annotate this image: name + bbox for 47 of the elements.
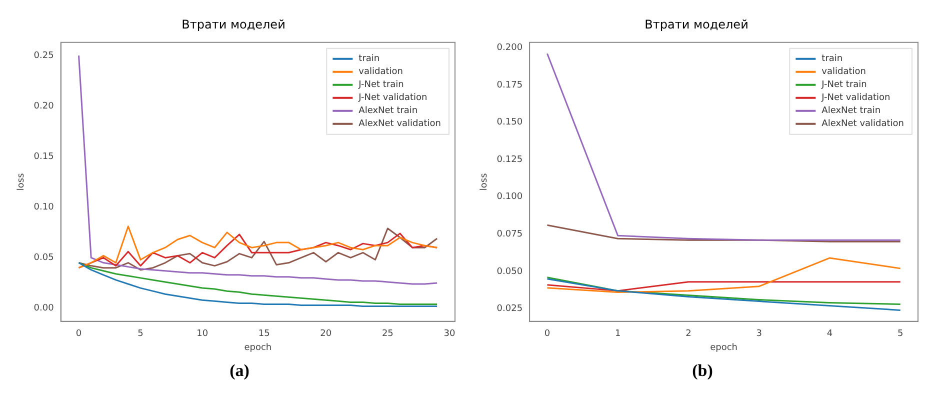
chart-title: Втрати моделей	[644, 17, 748, 32]
chart-title: Втрати моделей	[182, 17, 286, 32]
y-axis-title: loss	[16, 172, 27, 191]
legend-label: AlexNet validation	[358, 119, 442, 130]
legend-label: J-Net validation	[820, 93, 890, 104]
y-tick-label: 0.200	[496, 42, 523, 53]
x-tick-label: 25	[382, 329, 394, 340]
legend-label: J-Net train	[820, 80, 867, 90]
x-tick-label: 1	[614, 329, 621, 340]
x-tick-label: 3	[756, 329, 762, 340]
x-tick-label: 20	[320, 329, 332, 340]
x-axis-title: epoch	[244, 342, 272, 353]
y-tick-label: 0.025	[496, 304, 523, 314]
legend-label: AlexNet train	[358, 106, 418, 116]
x-axis-title: epoch	[710, 342, 738, 353]
legend-label: AlexNet train	[822, 106, 881, 116]
y-tick-label: 0.075	[496, 229, 523, 240]
legend-label: AlexNet validation	[822, 119, 904, 130]
y-tick-label: 0.050	[496, 266, 523, 277]
legend-label: J-Net validation	[358, 93, 428, 104]
legend-label: validation	[822, 67, 866, 78]
x-tick-label: 2	[686, 329, 692, 340]
y-tick-label: 0.00	[34, 304, 54, 314]
legend-label: train	[822, 54, 843, 64]
y-tick-label: 0.175	[496, 80, 523, 90]
y-tick-label: 0.125	[496, 154, 523, 165]
text: (a)	[230, 361, 250, 381]
text: (b)	[692, 361, 713, 381]
x-tick-label: 5	[138, 329, 144, 340]
x-tick-label: 5	[897, 329, 904, 340]
legend-label: train	[358, 54, 380, 64]
x-tick-label: 0	[76, 329, 82, 340]
x-tick-label: 0	[544, 329, 550, 340]
y-tick-label: 0.20	[34, 101, 54, 112]
x-tick-label: 30	[444, 329, 456, 340]
y-axis-title: loss	[480, 172, 490, 191]
x-tick-label: 15	[258, 329, 270, 340]
y-tick-label: 0.15	[34, 152, 54, 162]
y-tick-label: 0.25	[34, 50, 54, 61]
y-tick-label: 0.05	[34, 253, 54, 264]
y-tick-label: 0.150	[496, 118, 523, 128]
legend-label: validation	[358, 67, 403, 78]
legend-label: J-Net train	[358, 80, 404, 90]
y-tick-label: 0.10	[34, 202, 54, 213]
x-tick-label: 4	[826, 329, 833, 340]
y-tick-label: 0.100	[496, 192, 523, 202]
x-tick-label: 10	[196, 329, 208, 340]
